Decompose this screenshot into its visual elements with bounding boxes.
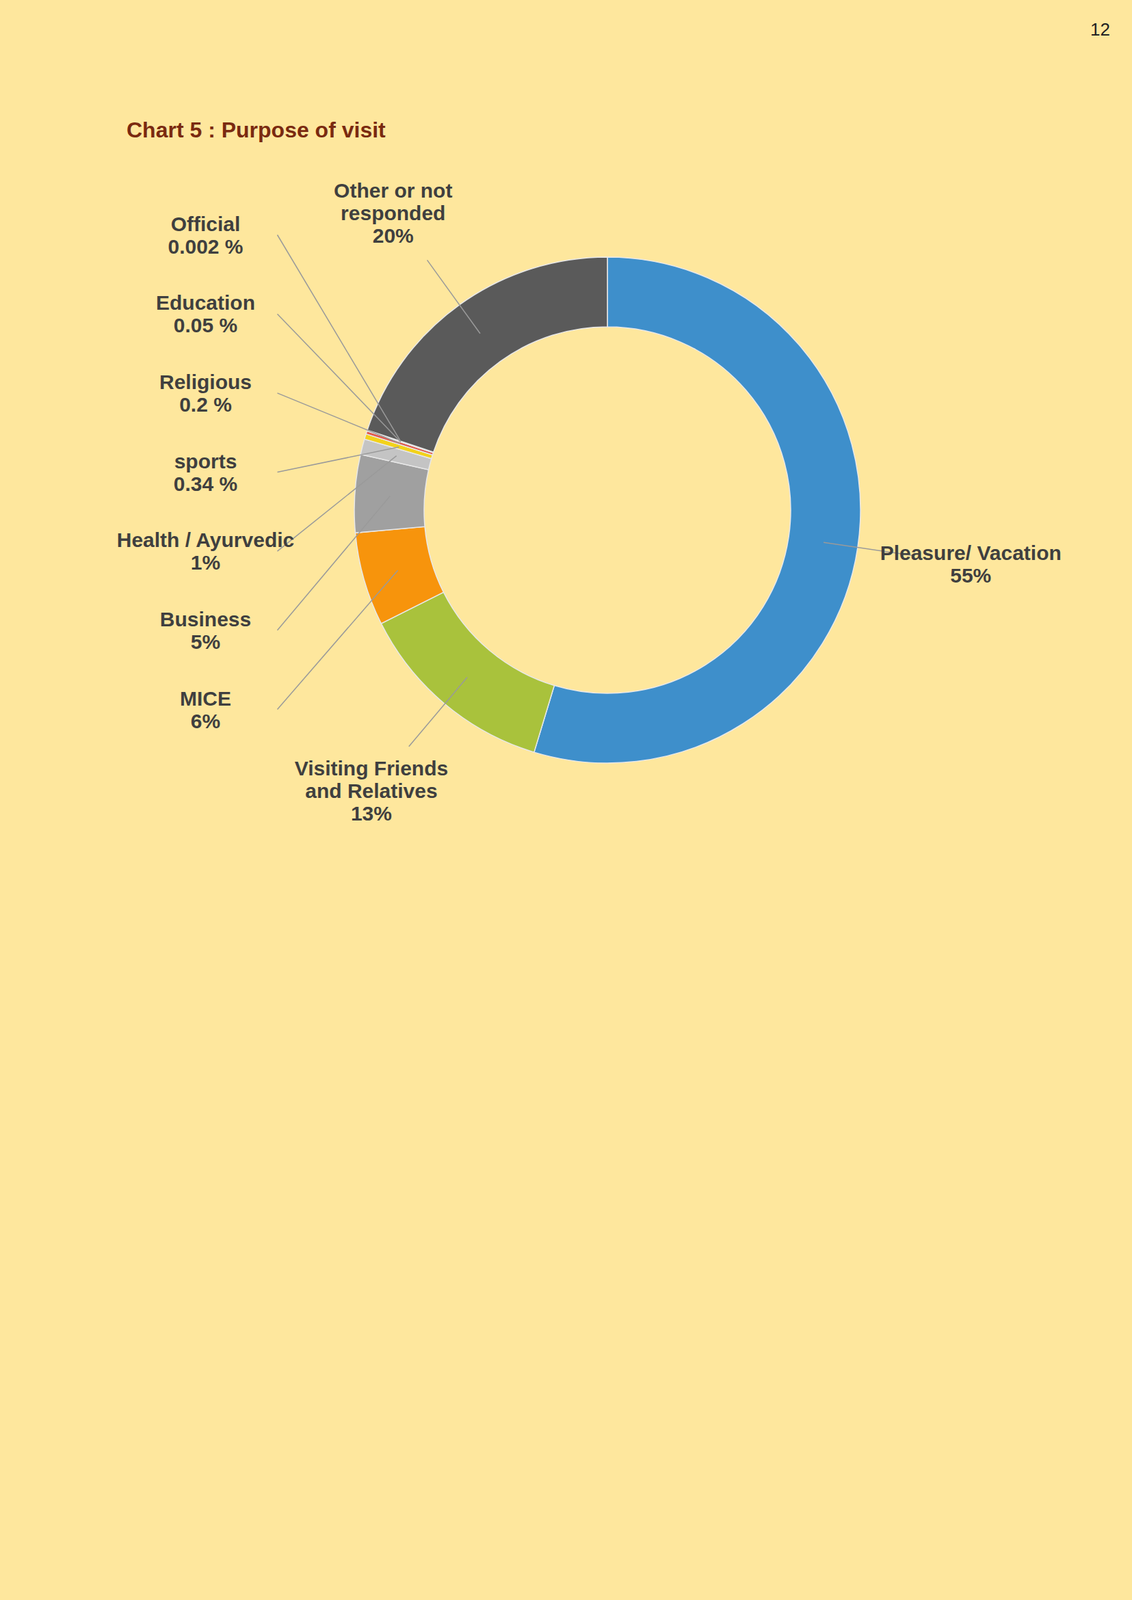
svg-text:sports0.34 %: sports0.34 % <box>173 450 238 496</box>
html-text:12: 12 <box>1090 19 1111 40</box>
svg-text:Official0.002 %: Official0.002 % <box>167 212 243 258</box>
svg-text:Business5%: Business5% <box>160 608 252 654</box>
svg-text:Education0.05 %: Education0.05 % <box>155 291 256 337</box>
svg-text:Visiting Friendsand Relatives1: Visiting Friendsand Relatives13% <box>294 757 449 825</box>
svg-text:Pleasure/ Vacation55%: Pleasure/ Vacation55% <box>880 541 1062 587</box>
svg-text:Health / Ayurvedic1%: Health / Ayurvedic1% <box>116 528 295 574</box>
svg-text:Other or notresponded20%: Other or notresponded20% <box>333 179 453 247</box>
svg-text:MICE6%: MICE6% <box>179 687 232 733</box>
svg-text:Religious0.2 %: Religious0.2 % <box>159 370 252 416</box>
html-text:Chart 5 : Purpose of visit: Chart 5 : Purpose of visit <box>126 117 386 143</box>
